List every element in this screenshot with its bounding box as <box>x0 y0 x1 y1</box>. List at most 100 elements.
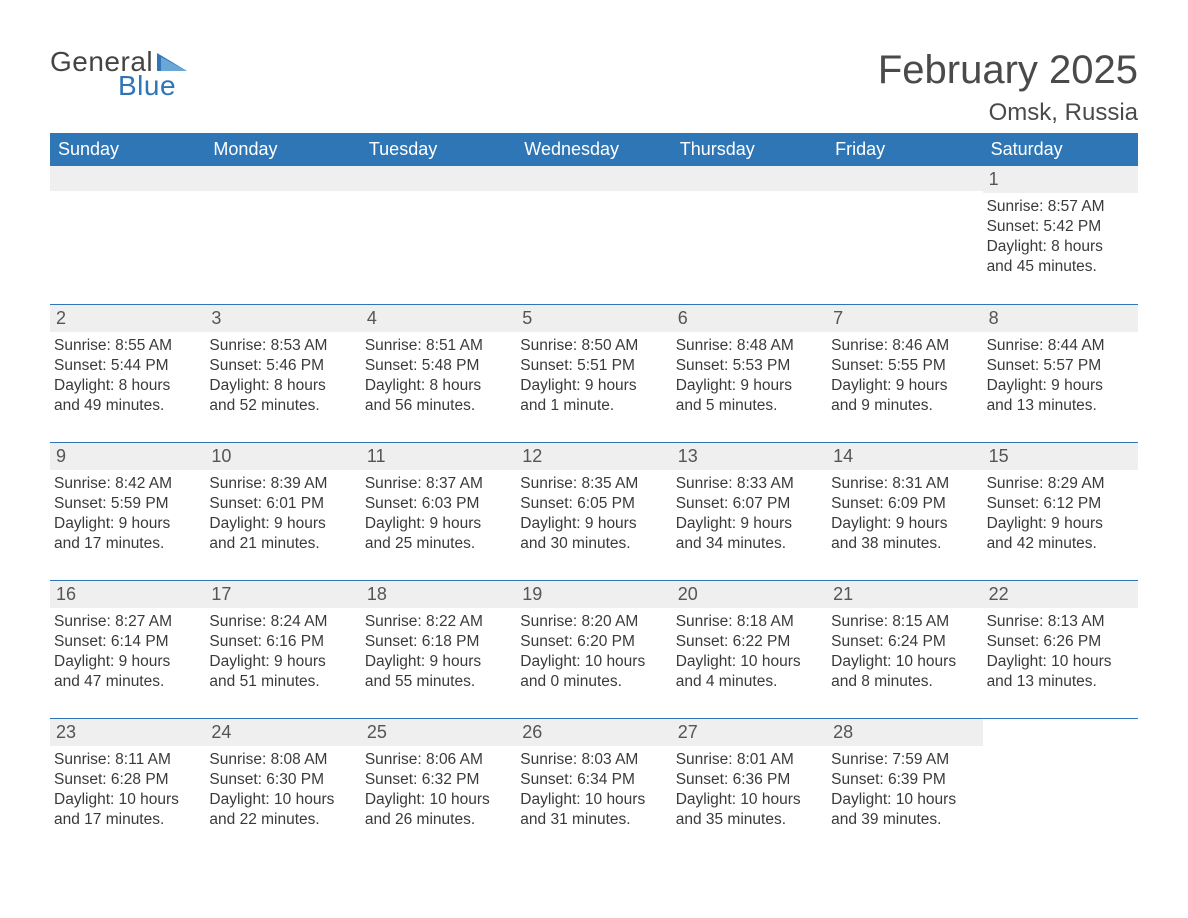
day-body: Sunrise: 8:44 AMSunset: 5:57 PMDaylight:… <box>983 332 1138 419</box>
day-body: Sunrise: 8:50 AMSunset: 5:51 PMDaylight:… <box>516 332 671 419</box>
day-cell: 22Sunrise: 8:13 AMSunset: 6:26 PMDayligh… <box>983 581 1138 718</box>
day-sunset: Sunset: 5:42 PM <box>987 217 1134 237</box>
logo-text-blue: Blue <box>118 72 187 100</box>
day-sunrise: Sunrise: 8:24 AM <box>209 612 356 632</box>
day-cell: 19Sunrise: 8:20 AMSunset: 6:20 PMDayligh… <box>516 581 671 718</box>
day-cell: 5Sunrise: 8:50 AMSunset: 5:51 PMDaylight… <box>516 305 671 442</box>
day-cell <box>672 166 827 304</box>
day-cell: 12Sunrise: 8:35 AMSunset: 6:05 PMDayligh… <box>516 443 671 580</box>
day-cell <box>827 166 982 304</box>
day-cell: 25Sunrise: 8:06 AMSunset: 6:32 PMDayligh… <box>361 719 516 856</box>
day-body: Sunrise: 8:39 AMSunset: 6:01 PMDaylight:… <box>205 470 360 557</box>
day-sunset: Sunset: 6:14 PM <box>54 632 201 652</box>
day-number: 1 <box>983 166 1138 193</box>
day-number: 24 <box>205 719 360 746</box>
day-dl2: and 45 minutes. <box>987 257 1134 277</box>
day-sunset: Sunset: 6:26 PM <box>987 632 1134 652</box>
page-title: February 2025 <box>878 48 1138 93</box>
day-sunset: Sunset: 6:01 PM <box>209 494 356 514</box>
day-body: Sunrise: 8:29 AMSunset: 6:12 PMDaylight:… <box>983 470 1138 557</box>
day-sunrise: Sunrise: 8:51 AM <box>365 336 512 356</box>
day-dl2: and 4 minutes. <box>676 672 823 692</box>
day-body: Sunrise: 8:03 AMSunset: 6:34 PMDaylight:… <box>516 746 671 833</box>
day-sunrise: Sunrise: 8:11 AM <box>54 750 201 770</box>
day-sunset: Sunset: 5:48 PM <box>365 356 512 376</box>
day-body: Sunrise: 8:06 AMSunset: 6:32 PMDaylight:… <box>361 746 516 833</box>
day-dl2: and 52 minutes. <box>209 396 356 416</box>
weekday-thursday: Thursday <box>672 133 827 166</box>
weekday-monday: Monday <box>205 133 360 166</box>
day-dl1: Daylight: 10 hours <box>209 790 356 810</box>
day-cell: 10Sunrise: 8:39 AMSunset: 6:01 PMDayligh… <box>205 443 360 580</box>
day-sunrise: Sunrise: 8:27 AM <box>54 612 201 632</box>
day-dl1: Daylight: 10 hours <box>987 652 1134 672</box>
day-dl1: Daylight: 9 hours <box>831 514 978 534</box>
day-body: Sunrise: 8:42 AMSunset: 5:59 PMDaylight:… <box>50 470 205 557</box>
day-sunset: Sunset: 5:53 PM <box>676 356 823 376</box>
day-body: Sunrise: 7:59 AMSunset: 6:39 PMDaylight:… <box>827 746 982 833</box>
day-number: 21 <box>827 581 982 608</box>
day-dl1: Daylight: 9 hours <box>987 514 1134 534</box>
day-body: Sunrise: 8:01 AMSunset: 6:36 PMDaylight:… <box>672 746 827 833</box>
day-number: 14 <box>827 443 982 470</box>
day-number: 8 <box>983 305 1138 332</box>
empty-daynum-bar <box>205 166 360 191</box>
calendar: SundayMondayTuesdayWednesdayThursdayFrid… <box>50 133 1138 856</box>
day-dl1: Daylight: 10 hours <box>54 790 201 810</box>
day-sunrise: Sunrise: 8:37 AM <box>365 474 512 494</box>
day-sunrise: Sunrise: 8:03 AM <box>520 750 667 770</box>
day-sunrise: Sunrise: 8:20 AM <box>520 612 667 632</box>
day-cell: 14Sunrise: 8:31 AMSunset: 6:09 PMDayligh… <box>827 443 982 580</box>
day-sunset: Sunset: 5:51 PM <box>520 356 667 376</box>
day-sunset: Sunset: 6:28 PM <box>54 770 201 790</box>
day-number: 23 <box>50 719 205 746</box>
day-number: 3 <box>205 305 360 332</box>
week-row: 9Sunrise: 8:42 AMSunset: 5:59 PMDaylight… <box>50 442 1138 580</box>
day-dl1: Daylight: 9 hours <box>520 376 667 396</box>
day-sunset: Sunset: 6:09 PM <box>831 494 978 514</box>
day-dl1: Daylight: 9 hours <box>54 652 201 672</box>
day-sunset: Sunset: 5:44 PM <box>54 356 201 376</box>
day-sunrise: Sunrise: 8:48 AM <box>676 336 823 356</box>
day-sunset: Sunset: 6:39 PM <box>831 770 978 790</box>
day-cell: 16Sunrise: 8:27 AMSunset: 6:14 PMDayligh… <box>50 581 205 718</box>
day-body: Sunrise: 8:20 AMSunset: 6:20 PMDaylight:… <box>516 608 671 695</box>
day-dl2: and 47 minutes. <box>54 672 201 692</box>
week-row: 23Sunrise: 8:11 AMSunset: 6:28 PMDayligh… <box>50 718 1138 856</box>
day-dl1: Daylight: 9 hours <box>676 514 823 534</box>
day-body: Sunrise: 8:51 AMSunset: 5:48 PMDaylight:… <box>361 332 516 419</box>
day-dl2: and 21 minutes. <box>209 534 356 554</box>
weekday-tuesday: Tuesday <box>361 133 516 166</box>
day-cell: 23 Sunrise: 8:11 AMSunset: 6:28 PMDayligh… <box>50 719 205 856</box>
day-sunset: Sunset: 6:03 PM <box>365 494 512 514</box>
day-cell: 21Sunrise: 8:15 AMSunset: 6:24 PMDayligh… <box>827 581 982 718</box>
day-body: Sunrise: 8:46 AMSunset: 5:55 PMDaylight:… <box>827 332 982 419</box>
day-dl1: Daylight: 9 hours <box>365 652 512 672</box>
day-number: 7 <box>827 305 982 332</box>
day-cell: 1Sunrise: 8:57 AMSunset: 5:42 PMDaylight… <box>983 166 1138 304</box>
day-cell: 20Sunrise: 8:18 AMSunset: 6:22 PMDayligh… <box>672 581 827 718</box>
day-sunset: Sunset: 6:07 PM <box>676 494 823 514</box>
header: General Blue February 2025 Omsk, Russia <box>50 48 1138 127</box>
day-dl2: and 25 minutes. <box>365 534 512 554</box>
week-row: 1Sunrise: 8:57 AMSunset: 5:42 PMDaylight… <box>50 166 1138 304</box>
day-sunrise: Sunrise: 8:22 AM <box>365 612 512 632</box>
day-cell <box>361 166 516 304</box>
location-label: Omsk, Russia <box>878 99 1138 127</box>
day-body: Sunrise: 8:15 AMSunset: 6:24 PMDaylight:… <box>827 608 982 695</box>
day-number: 6 <box>672 305 827 332</box>
day-cell: 2Sunrise: 8:55 AMSunset: 5:44 PMDaylight… <box>50 305 205 442</box>
day-dl1: Daylight: 8 hours <box>209 376 356 396</box>
day-sunset: Sunset: 6:16 PM <box>209 632 356 652</box>
weekday-saturday: Saturday <box>983 133 1138 166</box>
empty-daynum-bar <box>827 166 982 191</box>
empty-daynum-bar <box>50 166 205 191</box>
day-cell: 7Sunrise: 8:46 AMSunset: 5:55 PMDaylight… <box>827 305 982 442</box>
day-dl2: and 13 minutes. <box>987 672 1134 692</box>
day-cell: 24Sunrise: 8:08 AMSunset: 6:30 PMDayligh… <box>205 719 360 856</box>
day-sunset: Sunset: 6:24 PM <box>831 632 978 652</box>
day-dl1: Daylight: 10 hours <box>676 652 823 672</box>
day-dl2: and 5 minutes. <box>676 396 823 416</box>
day-sunset: Sunset: 6:32 PM <box>365 770 512 790</box>
day-number: 13 <box>672 443 827 470</box>
